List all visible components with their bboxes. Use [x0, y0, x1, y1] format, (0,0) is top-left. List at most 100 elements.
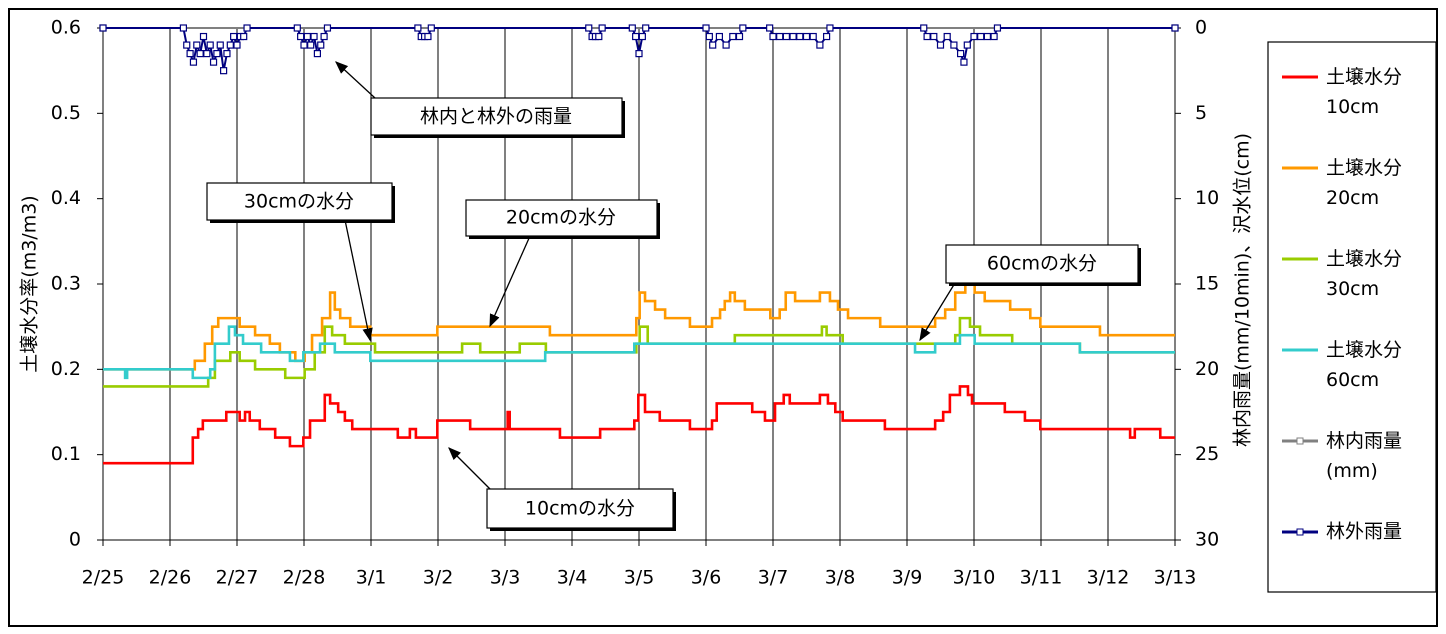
annotation: 10cmの水分	[525, 498, 635, 520]
x-tick-label: 3/8	[825, 567, 856, 589]
x-tick-label: 3/7	[758, 567, 789, 589]
marker	[313, 49, 321, 58]
marker	[632, 32, 640, 41]
series-line	[103, 385, 1175, 465]
marker	[816, 41, 824, 49]
legend-box	[1267, 41, 1437, 593]
marker	[213, 49, 221, 58]
marker	[709, 41, 717, 49]
plot-area: 2/25 2/26 2/27 2/28 3/1 3/2 3/3 3/4 3/5 3/6 3/7 3/8…	[51, 17, 1219, 589]
legend-label: 土壌水分 60cm	[1326, 339, 1402, 391]
frame	[8, 8, 1438, 627]
marker	[414, 24, 422, 32]
y2-axis-title: 林内雨量(mm/10min)、沢水位(cm)	[1232, 133, 1254, 447]
y-axis-title: 土壌水分率(m3/m3)	[19, 195, 41, 372]
marker	[199, 32, 208, 41]
marker	[642, 24, 650, 32]
y2-tick-label: 15	[1195, 273, 1219, 295]
marker	[635, 49, 643, 58]
marker	[956, 49, 965, 58]
marker	[705, 32, 713, 41]
y-tick-label: 0.2	[51, 358, 81, 380]
marker	[1171, 24, 1179, 32]
marker	[193, 41, 201, 49]
x-tick-label: 3/11	[1020, 567, 1063, 589]
marker	[782, 32, 791, 41]
marker	[595, 32, 603, 41]
y-tick-label: 0.6	[51, 17, 81, 39]
y-tick-label: 0.4	[51, 187, 81, 209]
marker	[729, 32, 737, 41]
y2-tick-label: 5	[1195, 102, 1207, 124]
marker	[179, 24, 187, 32]
y-tick-label: 0.3	[51, 273, 81, 295]
marker	[920, 24, 928, 32]
marker	[233, 41, 241, 49]
marker	[209, 58, 218, 66]
marker	[206, 41, 214, 49]
x-tick-label: 3/6	[691, 567, 722, 589]
legend-label: 林内雨量(mm)	[1326, 430, 1402, 482]
x-tick-label: 3/5	[624, 567, 655, 589]
marker	[220, 67, 228, 75]
marker	[802, 32, 811, 41]
marker	[427, 24, 435, 32]
y2-tick-label: 30	[1195, 529, 1219, 551]
marker	[320, 32, 328, 41]
marker	[323, 24, 332, 32]
x-tick-label: 3/12	[1087, 567, 1130, 589]
series-line	[103, 325, 1175, 380]
marker	[183, 41, 191, 49]
marker	[950, 41, 958, 49]
marker	[930, 32, 938, 41]
y-tick-label: 0.5	[51, 102, 81, 124]
x-tick-label: 3/1	[356, 567, 387, 589]
annotation: 30cmの水分	[244, 191, 354, 213]
marker	[715, 32, 724, 41]
marker	[769, 32, 777, 41]
marker	[722, 41, 730, 49]
y2-tick-label: 25	[1195, 443, 1219, 465]
marker	[240, 32, 248, 41]
marker	[776, 32, 784, 41]
marker	[307, 41, 315, 49]
y-tick-label: 0	[69, 529, 81, 551]
legend: 土壌水分 10cm 土壌水分 20cm 土壌水分 30cm 土壌水分 60cm 林内雨量(mm)…	[1282, 66, 1402, 543]
marker	[993, 24, 1002, 32]
marker	[203, 49, 211, 58]
marker	[963, 41, 971, 49]
marker	[230, 32, 238, 41]
x-tick-label: 3/13	[1154, 567, 1197, 589]
marker	[923, 32, 931, 41]
x-tick-label: 2/27	[216, 567, 259, 589]
legend-label: 林外雨量	[1326, 521, 1402, 543]
x-tick-label: 2/25	[82, 567, 125, 589]
x-tick-label: 3/10	[953, 567, 996, 589]
marker	[702, 24, 710, 32]
marker	[598, 24, 606, 32]
marker	[936, 41, 945, 49]
marker	[977, 32, 985, 41]
annotations: 林内と林外の雨量 30cmの水分 20cmの水分 60cmの水分 10cmの水分	[206, 61, 1141, 531]
legend-label: 土壌水分 30cm	[1326, 248, 1402, 300]
marker	[189, 58, 198, 66]
marker	[638, 32, 646, 41]
marker	[735, 32, 744, 41]
legend-label: 土壌水分 10cm	[1326, 66, 1402, 118]
x-tick-label: 3/4	[557, 567, 588, 589]
marker	[99, 24, 107, 32]
marker	[766, 24, 774, 32]
marker	[970, 32, 978, 41]
marker	[297, 32, 305, 41]
y2-tick-label: 20	[1195, 358, 1219, 380]
marker	[826, 24, 834, 32]
x-tick-label: 3/2	[423, 567, 454, 589]
marker	[424, 32, 432, 41]
x-tick-label: 2/26	[149, 567, 192, 589]
x-tick-label: 3/9	[892, 567, 923, 589]
annotation: 20cmの水分	[506, 207, 616, 229]
y2-tick-label: 0	[1195, 17, 1207, 39]
legend-marker	[1296, 437, 1304, 445]
legend-marker	[1296, 528, 1304, 536]
